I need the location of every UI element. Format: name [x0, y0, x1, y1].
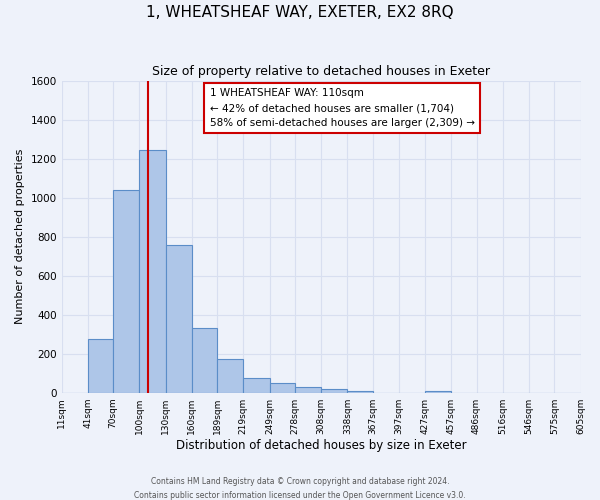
Text: 1, WHEATSHEAF WAY, EXETER, EX2 8RQ: 1, WHEATSHEAF WAY, EXETER, EX2 8RQ [146, 5, 454, 20]
Bar [295, 387, 321, 392]
Title: Size of property relative to detached houses in Exeter: Size of property relative to detached ho… [152, 65, 490, 78]
Bar [244, 378, 269, 392]
Bar [88, 339, 113, 392]
Bar [217, 358, 244, 392]
Bar [192, 328, 217, 392]
Bar [166, 246, 192, 392]
Bar [425, 391, 451, 392]
Text: Contains HM Land Registry data © Crown copyright and database right 2024.
Contai: Contains HM Land Registry data © Crown c… [134, 478, 466, 500]
X-axis label: Distribution of detached houses by size in Exeter: Distribution of detached houses by size … [176, 440, 466, 452]
Bar [269, 383, 295, 392]
Bar [321, 389, 347, 392]
Y-axis label: Number of detached properties: Number of detached properties [15, 149, 25, 324]
Bar [347, 391, 373, 392]
Bar [113, 190, 139, 392]
Text: 1 WHEATSHEAF WAY: 110sqm
← 42% of detached houses are smaller (1,704)
58% of sem: 1 WHEATSHEAF WAY: 110sqm ← 42% of detach… [209, 88, 475, 128]
Bar [139, 150, 166, 392]
